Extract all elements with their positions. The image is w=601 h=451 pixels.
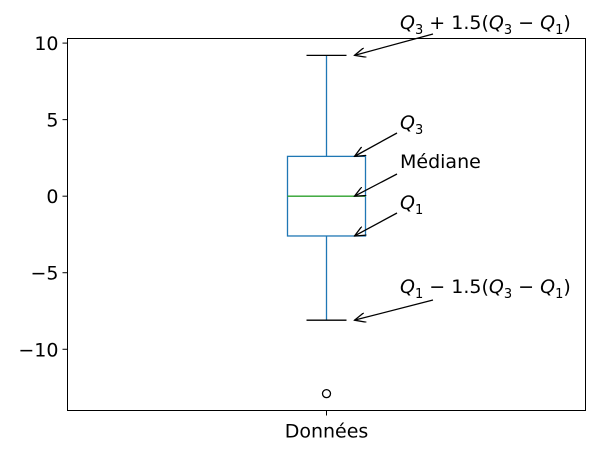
y-tick-label: −5 [30, 263, 58, 285]
arrow-q1 [355, 212, 398, 236]
y-tick-label: −10 [18, 339, 58, 361]
x-axis: Données [285, 410, 369, 443]
y-tick-label: 5 [46, 110, 58, 132]
outlier-point [321, 389, 332, 399]
label-q3: Q3 [400, 112, 423, 138]
arrow-median [355, 173, 398, 196]
x-tick-label: Données [285, 421, 369, 443]
box-group [286, 54, 367, 399]
y-tick-label: 0 [46, 186, 58, 208]
label-q1: Q1 [400, 192, 423, 218]
outliers [321, 389, 332, 399]
label-median: Médiane [400, 151, 481, 173]
annotations: Q3 + 1.5(Q3 − Q1) Q3 Médiane Q1 Q1 − 1.5… [355, 12, 571, 320]
y-tick-label: 10 [34, 33, 58, 55]
label-upper-fence: Q3 + 1.5(Q3 − Q1) [400, 12, 571, 38]
arrow-q3 [355, 132, 398, 156]
label-lower-fence: Q1 − 1.5(Q3 − Q1) [400, 276, 571, 302]
arrow-upper-fence [355, 33, 434, 55]
y-axis: 10 5 0 −5 −10 [18, 33, 68, 361]
arrow-lower-fence [355, 299, 434, 320]
